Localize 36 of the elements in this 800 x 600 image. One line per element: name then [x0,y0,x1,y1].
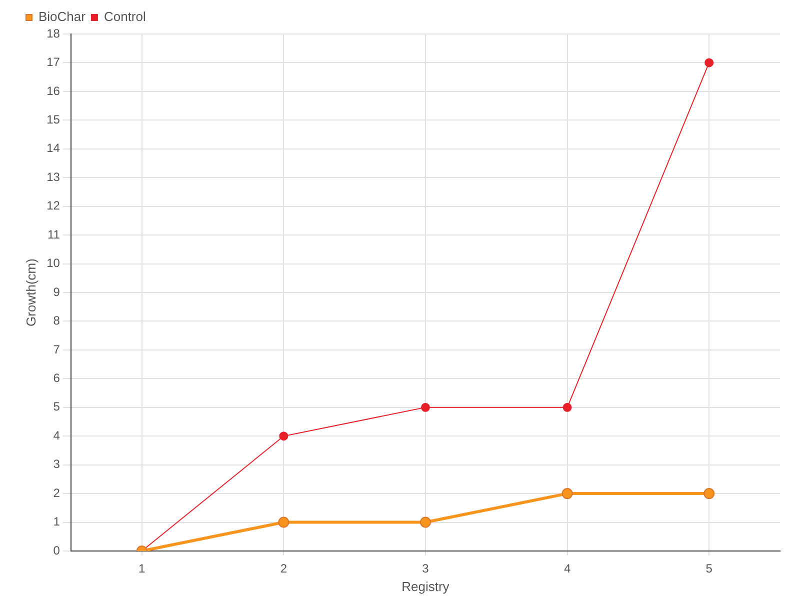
y-tick-label: 11 [47,227,60,242]
x-tick-label: 5 [706,562,713,576]
legend-label: Control [104,9,146,24]
y-tick-label: 1 [53,514,60,529]
point [420,402,430,412]
y-tick-label: 17 [46,55,60,70]
point [420,516,431,528]
point [278,516,290,528]
y-tick-label: 16 [46,84,60,98]
y-tick-label: 15 [46,112,60,126]
y-tick-label: 8 [53,314,60,328]
x-axis-title: Registry [402,578,450,594]
legend-label: BioChar [38,9,86,24]
y-tick-label: 4 [53,428,60,442]
y-tick-label: 7 [53,342,60,356]
x-tick-label: 1 [138,562,146,576]
y-tick-label: 5 [53,400,60,414]
y-tick-label: 2 [53,486,60,500]
x-tick-label: 3 [422,562,430,576]
x-tick-label: 2 [280,562,288,576]
y-tick-label: 13 [46,170,60,184]
y-axis-title: Growth(cm) [23,258,38,326]
y-tick-label: 10 [46,256,60,270]
point [562,402,572,412]
y-tick-label: 9 [53,284,60,299]
y-tick-label: 0 [53,543,60,558]
y-tick-label: 6 [53,370,60,385]
y-tick-label: 18 [46,26,60,40]
x-tick-label: 4 [564,562,571,576]
y-tick-label: 12 [46,198,60,213]
point [279,432,288,441]
y-tick-label: 14 [46,141,60,156]
y-tick-label: 3 [53,457,60,472]
point [562,488,573,500]
point [704,58,714,68]
point [704,488,715,500]
